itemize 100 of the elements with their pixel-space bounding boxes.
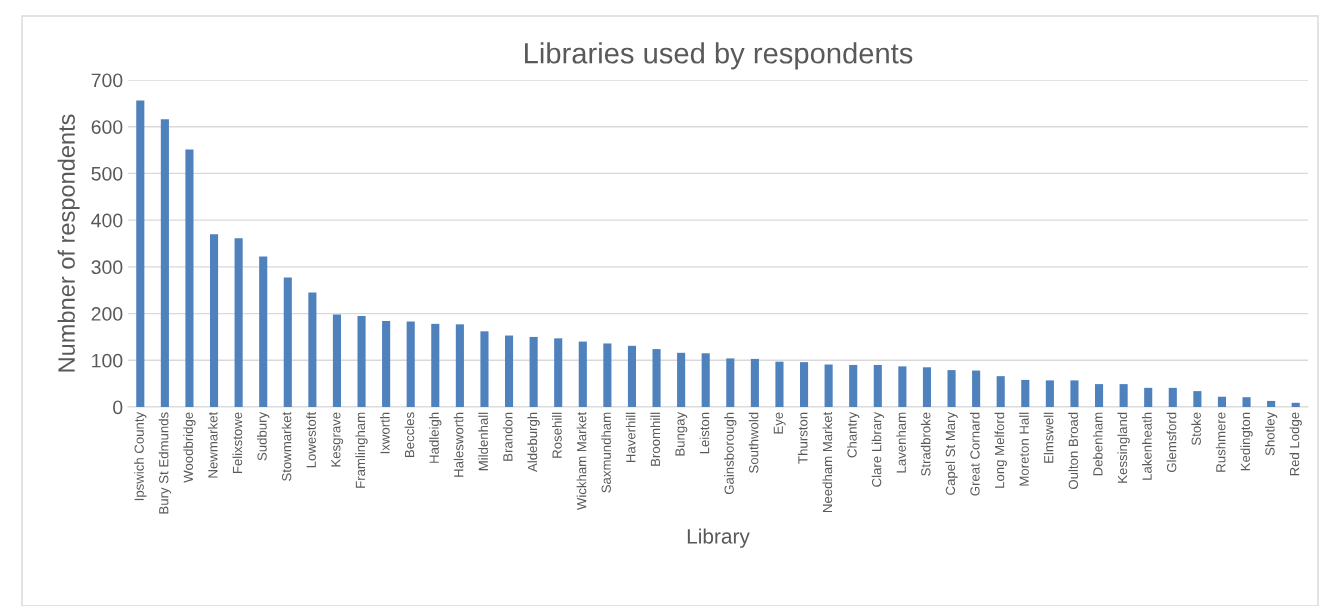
bar <box>406 321 415 407</box>
bar <box>1193 391 1202 407</box>
bar <box>947 370 956 407</box>
x-tick-label: Rushmere <box>1215 412 1226 472</box>
x-tick-label: Framlingham <box>355 412 368 488</box>
bar <box>1021 379 1030 407</box>
bar <box>1291 402 1300 407</box>
x-tick-label: Chantry <box>847 411 860 458</box>
x-tick-label: Needham Market <box>822 411 833 512</box>
bar <box>1094 384 1104 407</box>
bar <box>849 364 858 407</box>
x-tick-label: Great Cornard <box>969 412 980 496</box>
x-tick-label: Beccles <box>404 412 415 457</box>
bar <box>234 238 243 407</box>
y-tick-label: 200 <box>91 307 123 321</box>
x-tick-label: Brandon <box>502 412 513 461</box>
x-tick-label: Stoke <box>1191 412 1201 445</box>
bar <box>1119 384 1128 407</box>
x-tick-label: Halesworth <box>453 412 464 477</box>
x-tick-label: Capel St Mary <box>945 411 958 495</box>
x-axis-title: Library <box>687 528 750 548</box>
x-tick-label: Bungay <box>675 411 688 456</box>
x-tick-label: Lowestoft <box>306 411 316 468</box>
y-tick-label: 300 <box>91 260 123 275</box>
bar <box>652 349 661 407</box>
x-tick-label: Ipswich County <box>134 411 147 501</box>
x-tick-label: Elmswell <box>1043 412 1054 463</box>
bar <box>1144 387 1153 407</box>
x-tick-label: Ixworth <box>379 412 390 454</box>
bar <box>283 277 292 407</box>
y-tick-label: 500 <box>91 166 123 181</box>
x-tick-label: Newmarket <box>207 411 218 478</box>
x-tick-label: Clare Library <box>871 411 884 487</box>
x-tick-label: Aldeburgh <box>527 412 540 472</box>
bar <box>701 353 710 407</box>
x-tick-label: Kedington <box>1240 412 1253 471</box>
x-tick-label: Broomhill <box>650 412 661 466</box>
bar <box>1242 397 1251 407</box>
bar <box>677 352 686 407</box>
x-tick-label: Leiston <box>699 412 710 454</box>
bar <box>898 366 907 407</box>
x-tick-label: Long Melford <box>994 412 1007 488</box>
bar <box>1217 396 1227 407</box>
bar <box>480 331 489 407</box>
bar <box>1045 380 1054 407</box>
x-tick-label: Lakenheath <box>1142 412 1152 480</box>
bar <box>504 335 514 407</box>
x-tick-label: Sudbury <box>257 411 270 461</box>
bar <box>578 341 587 407</box>
bar <box>357 315 366 407</box>
x-tick-label: Kessingland <box>1117 412 1130 483</box>
bar <box>259 256 268 407</box>
x-tick-label: Oulton Broad <box>1068 412 1078 489</box>
x-tick-label: Hadleigh <box>429 412 442 463</box>
bar <box>824 364 833 407</box>
bar <box>209 234 219 407</box>
x-tick-label: Red Lodge <box>1289 412 1302 476</box>
y-tick-label: 400 <box>91 213 123 228</box>
y-tick-label: 700 <box>91 73 123 88</box>
bar <box>750 358 759 407</box>
bar <box>1168 387 1177 407</box>
bar <box>922 367 932 407</box>
x-tick-label: Mildenhall <box>478 412 488 471</box>
bar <box>554 338 563 407</box>
bar <box>799 362 809 407</box>
x-tick-label: Lavenham <box>896 412 906 473</box>
x-tick-label: Southwold <box>748 412 759 473</box>
chart-title: Libraries used by respondents <box>525 42 913 70</box>
x-tick-label: Thurston <box>797 412 808 464</box>
bar <box>185 149 194 407</box>
x-tick-label: Felixstowe <box>232 412 243 474</box>
x-tick-label: Shotley <box>1264 411 1278 456</box>
bar <box>627 345 637 407</box>
bar <box>431 323 440 407</box>
y-tick-label: 600 <box>91 120 123 134</box>
x-tick-label: Debenham <box>1092 412 1103 476</box>
bar <box>136 100 145 407</box>
bar <box>160 119 169 407</box>
x-tick-label: Wickham Market <box>576 411 587 511</box>
bar <box>775 361 784 407</box>
bar <box>726 358 735 407</box>
bar <box>972 370 981 407</box>
bar <box>382 321 391 407</box>
bar <box>873 364 882 407</box>
x-tick-label: Moreton Hall <box>1019 412 1029 486</box>
x-tick-label: Stowmarket <box>281 411 292 481</box>
bar <box>1070 380 1079 407</box>
bar <box>455 324 464 407</box>
x-tick-label: Stradbroke <box>920 412 931 476</box>
x-tick-label: Glemsford <box>1166 412 1177 473</box>
y-axis-title: Numbner of respondents <box>57 114 80 372</box>
bar <box>529 336 538 407</box>
x-tick-label: Kesgrave <box>331 412 344 467</box>
x-tick-label: Eye <box>773 412 786 434</box>
x-tick-label: Bury St Edmunds <box>158 412 172 514</box>
x-tick-label: Woodbridge <box>183 412 196 483</box>
x-tick-label: Gainsborough <box>724 412 737 495</box>
bar <box>996 376 1005 407</box>
bar <box>1267 400 1276 407</box>
bar <box>332 314 342 407</box>
